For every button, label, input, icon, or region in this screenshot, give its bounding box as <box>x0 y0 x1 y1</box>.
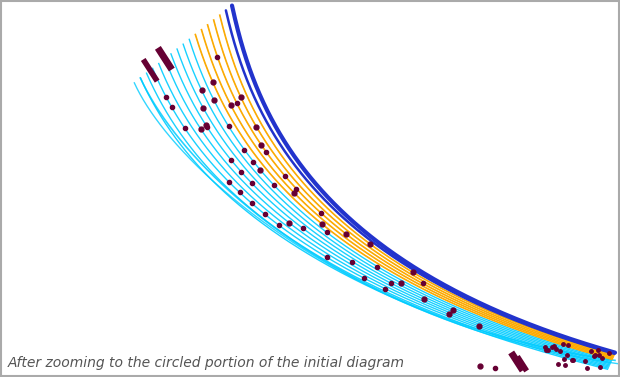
Text: After zooming to the circled portion of the initial diagram: After zooming to the circled portion of … <box>8 356 405 370</box>
